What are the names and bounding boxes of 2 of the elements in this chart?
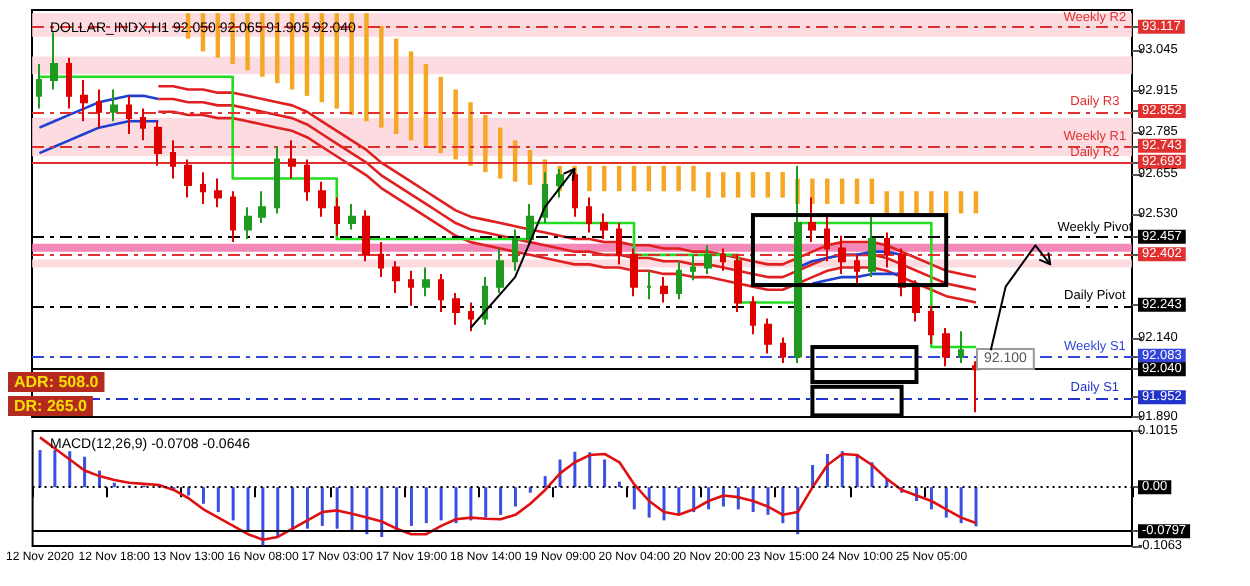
annotation: DR: 265.0 xyxy=(14,397,89,415)
annotation: ADR: 508.0 xyxy=(14,373,100,391)
